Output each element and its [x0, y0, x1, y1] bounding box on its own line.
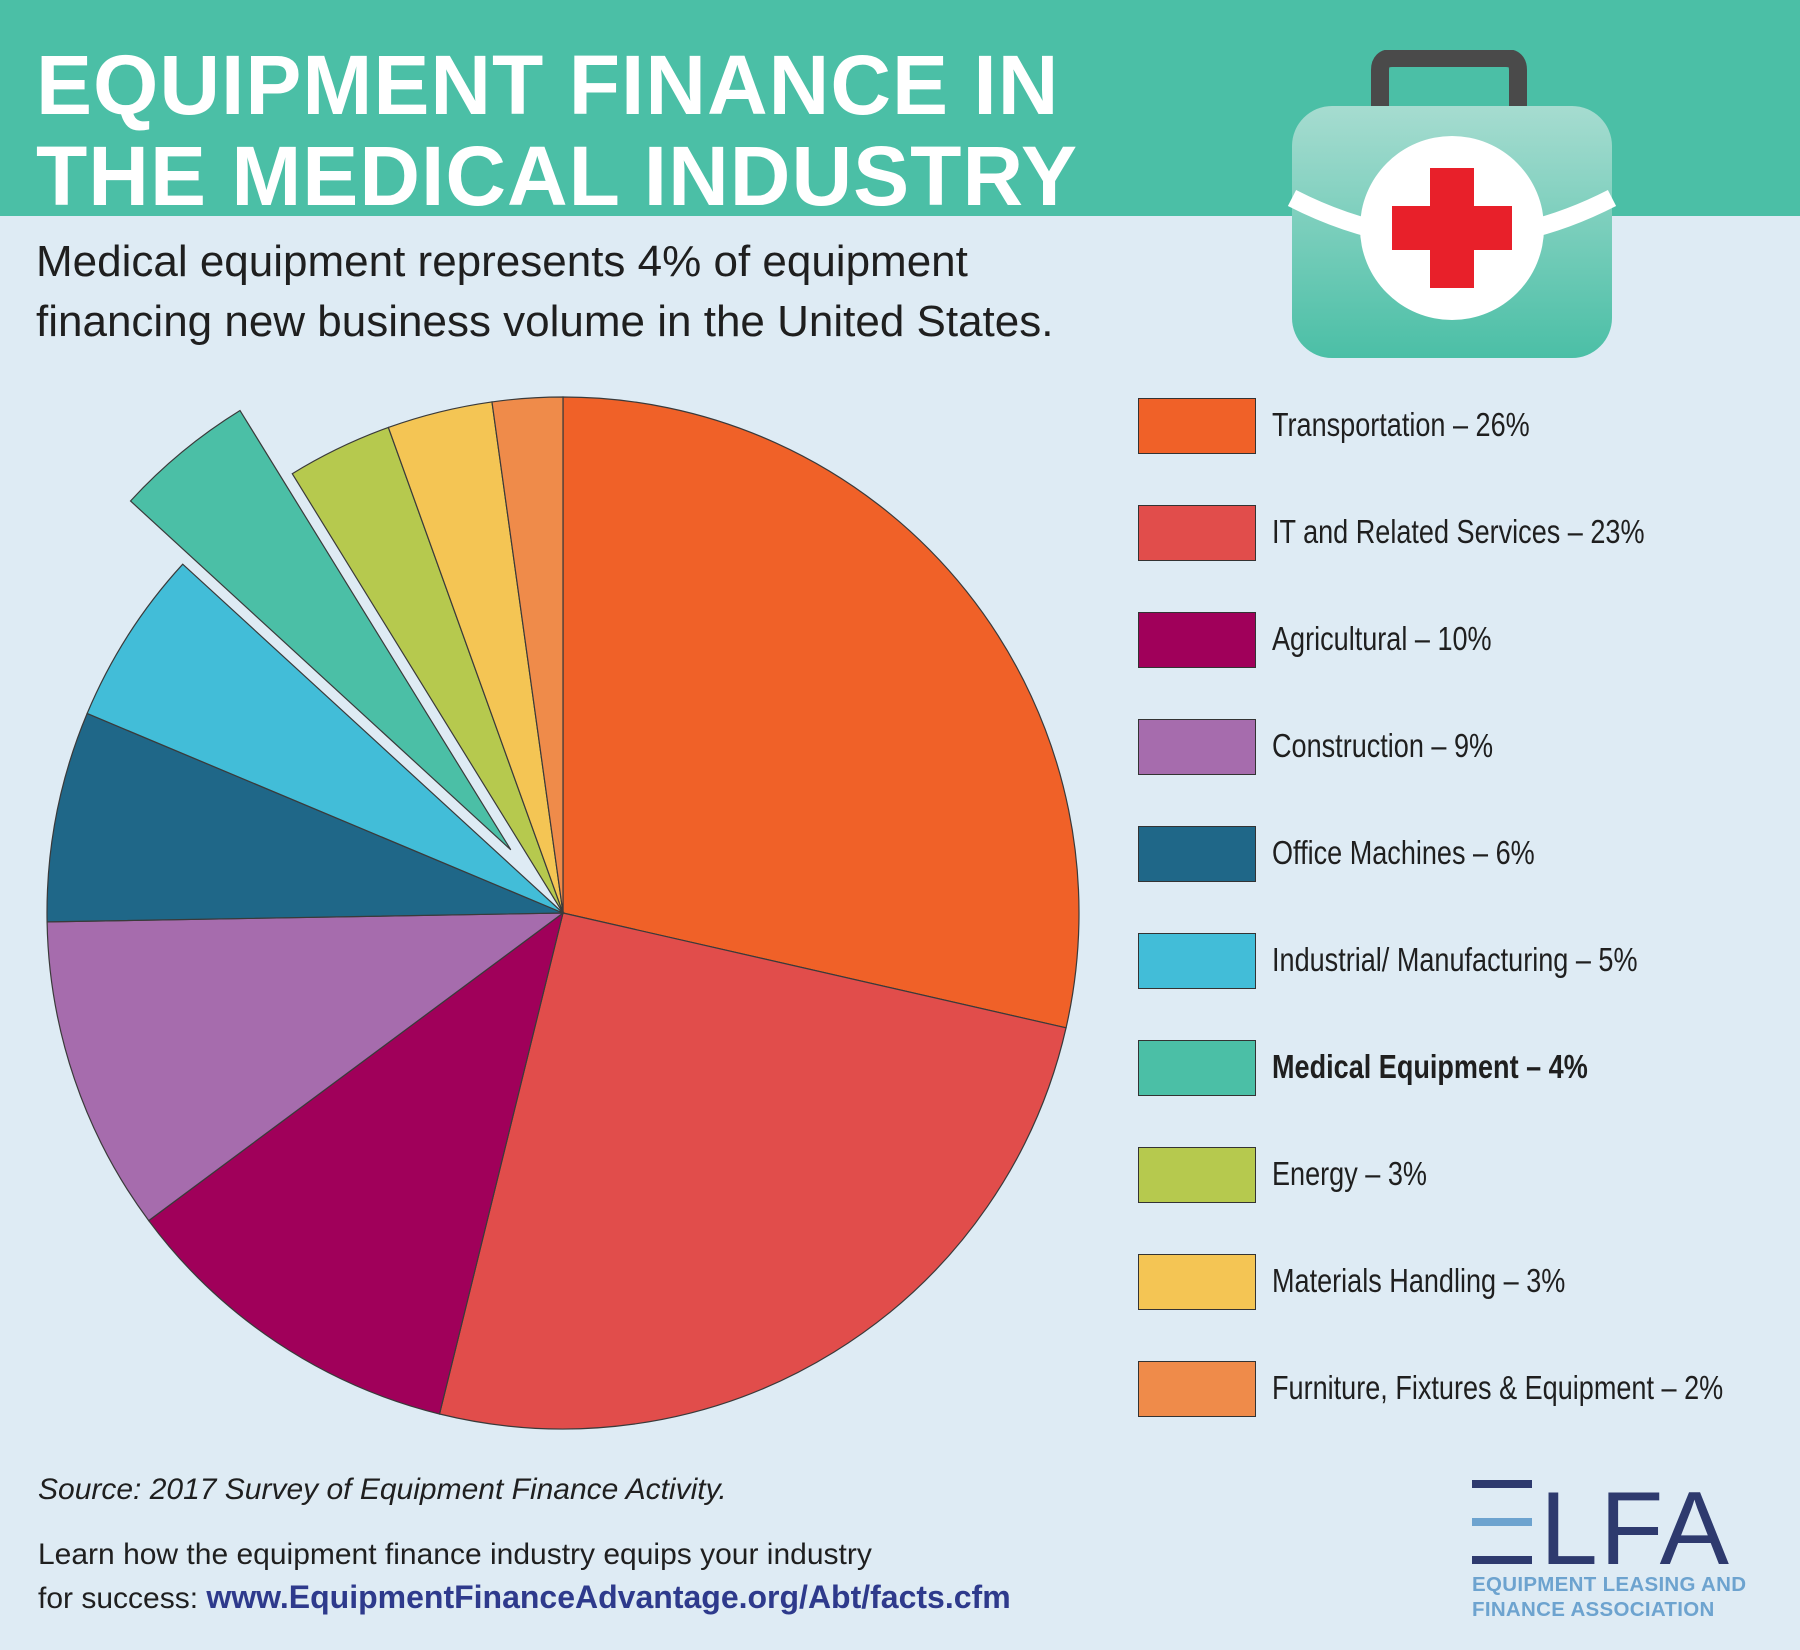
learn-more: Learn how the equipment finance industry…	[38, 1533, 1238, 1620]
legend-swatch	[1138, 933, 1256, 989]
legend-swatch	[1138, 1254, 1256, 1310]
elfa-logo-text: EQUIPMENT LEASING AND FINANCE ASSOCIATIO…	[1472, 1572, 1782, 1622]
legend-label: Construction – 9%	[1272, 727, 1494, 764]
legend-swatch	[1138, 1361, 1256, 1417]
legend-label: Medical Equipment – 4%	[1272, 1048, 1588, 1085]
subtitle-line-2: financing new business volume in the Uni…	[36, 297, 1054, 346]
legend-item: Industrial/ Manufacturing – 5%	[1138, 933, 1788, 991]
legend-item: Medical Equipment – 4%	[1138, 1040, 1788, 1098]
elfa-line-2: FINANCE ASSOCIATION	[1472, 1598, 1715, 1621]
legend-swatch	[1138, 505, 1256, 561]
legend-item: Energy – 3%	[1138, 1147, 1788, 1205]
legend-item: Agricultural – 10%	[1138, 612, 1788, 670]
pie-slice-transportation	[562, 396, 1080, 1029]
legend-label: Furniture, Fixtures & Equipment – 2%	[1272, 1369, 1724, 1406]
title-line-1: EQUIPMENT FINANCE IN	[36, 38, 1060, 132]
legend-swatch	[1138, 612, 1256, 668]
title-line-2: THE MEDICAL INDUSTRY	[36, 129, 1079, 223]
subtitle-line-1: Medical equipment represents 4% of equip…	[36, 237, 968, 286]
legend-item: Office Machines – 6%	[1138, 826, 1788, 884]
elfa-line-1: EQUIPMENT LEASING AND	[1472, 1573, 1747, 1596]
legend-label: Materials Handling – 3%	[1272, 1262, 1566, 1299]
page-title: EQUIPMENT FINANCE IN THE MEDICAL INDUSTR…	[36, 40, 1236, 222]
source-note: Source: 2017 Survey of Equipment Finance…	[38, 1473, 727, 1506]
legend-label: Office Machines – 6%	[1272, 834, 1535, 871]
legend-label: Agricultural – 10%	[1272, 620, 1492, 657]
legend-label: Transportation – 26%	[1272, 406, 1530, 443]
medical-kit-icon	[1287, 50, 1617, 358]
legend-item: IT and Related Services – 23%	[1138, 505, 1788, 563]
legend-label: IT and Related Services – 23%	[1272, 513, 1645, 550]
legend-label: Energy – 3%	[1272, 1155, 1427, 1192]
pie-slice-office-machines	[46, 712, 564, 923]
pie-chart	[46, 396, 1080, 1430]
elfa-logo-mark: LFA	[1472, 1471, 1731, 1587]
legend-label: Industrial/ Manufacturing – 5%	[1272, 941, 1638, 978]
pie-slice-it-and-related-services	[438, 912, 1067, 1430]
elfa-logo-letters: LFA	[1540, 1471, 1731, 1570]
red-cross-icon	[1392, 168, 1512, 288]
legend-item: Furniture, Fixtures & Equipment – 2%	[1138, 1361, 1788, 1419]
pie-slice-furniture-fixtures-equipment	[491, 396, 564, 914]
facts-link[interactable]: www.EquipmentFinanceAdvantage.org/Abt/fa…	[206, 1579, 1011, 1615]
pie-slice-agricultural	[147, 911, 564, 1415]
kit-handle	[1371, 50, 1527, 112]
legend-item: Materials Handling – 3%	[1138, 1254, 1788, 1312]
legend-swatch	[1138, 1147, 1256, 1203]
legend-swatch	[1138, 826, 1256, 882]
legend-swatch	[1138, 398, 1256, 454]
legend-item: Transportation – 26%	[1138, 398, 1788, 456]
legend-swatch	[1138, 1040, 1256, 1096]
elfa-logo: LFA EQUIPMENT LEASING AND FINANCE ASSOCI…	[1470, 1470, 1790, 1630]
pie-slice-construction	[46, 912, 565, 1222]
legend-swatch	[1138, 719, 1256, 775]
learn-prefix: for success:	[38, 1582, 207, 1615]
subtitle: Medical equipment represents 4% of equip…	[36, 232, 1236, 352]
legend-item: Construction – 9%	[1138, 719, 1788, 777]
learn-line-1: Learn how the equipment finance industry…	[38, 1538, 872, 1571]
pie-slice-industrial-manufacturing	[86, 563, 564, 914]
pie-slice-medical-equipment	[129, 409, 512, 851]
